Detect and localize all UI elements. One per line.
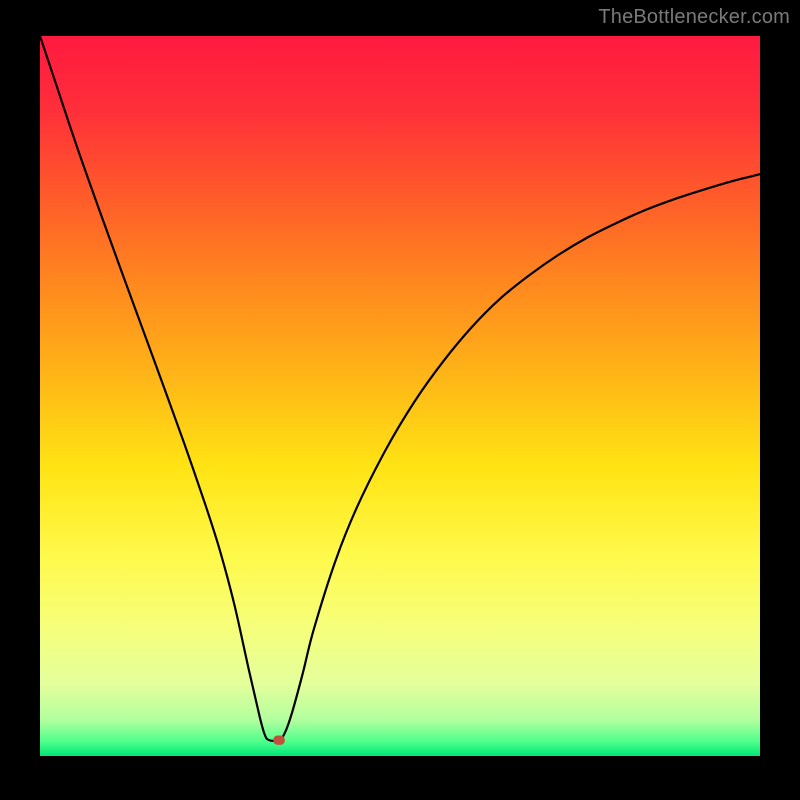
attribution-text: TheBottlenecker.com	[598, 6, 790, 29]
bottleneck-chart	[0, 0, 800, 800]
plot-area	[40, 36, 760, 756]
apex-marker	[273, 735, 285, 744]
stage: TheBottlenecker.com	[0, 0, 800, 800]
